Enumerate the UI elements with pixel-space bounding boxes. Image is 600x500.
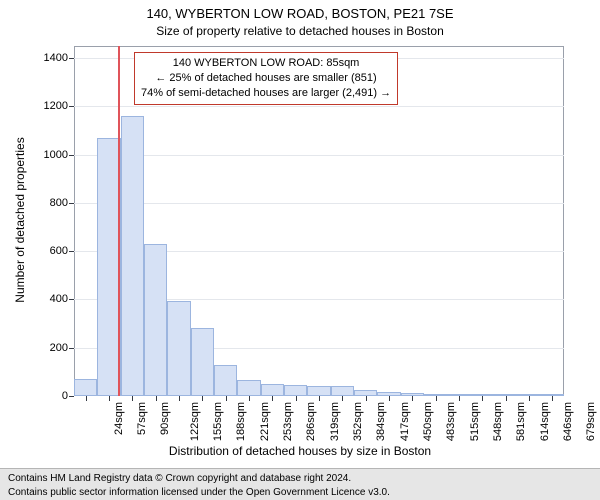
x-tick-label: 319sqm (329, 402, 341, 441)
x-tick-label: 286sqm (305, 402, 317, 441)
x-tick-label: 57sqm (136, 402, 148, 435)
x-tick-mark (249, 396, 250, 401)
x-tick-label: 24sqm (113, 402, 125, 435)
x-tick-label: 417sqm (399, 402, 411, 441)
x-tick-mark (226, 396, 227, 401)
y-tick-label: 600 (50, 245, 74, 257)
x-tick-label: 450sqm (422, 402, 434, 441)
grid-line (74, 155, 564, 156)
y-tick-label: 1400 (44, 52, 74, 64)
x-tick-label: 122sqm (189, 402, 201, 441)
x-tick-label: 253sqm (282, 402, 294, 441)
annotation-line: 140 WYBERTON LOW ROAD: 85sqm (141, 56, 391, 71)
x-tick-mark (86, 396, 87, 401)
histogram-bar (167, 301, 190, 396)
histogram-bar (144, 244, 167, 396)
annotation-line: ← 25% of detached houses are smaller (85… (141, 71, 391, 86)
x-tick-label: 646sqm (562, 402, 574, 441)
x-tick-label: 614sqm (539, 402, 551, 441)
histogram-bar (284, 385, 307, 396)
x-tick-mark (366, 396, 367, 401)
chart-root: 140, WYBERTON LOW ROAD, BOSTON, PE21 7SE… (0, 0, 600, 500)
x-tick-label: 384sqm (375, 402, 387, 441)
annotation-box: 140 WYBERTON LOW ROAD: 85sqm← 25% of det… (134, 52, 398, 105)
y-axis-title: Number of detached properties (13, 120, 27, 320)
x-tick-label: 352sqm (352, 402, 364, 441)
x-tick-label: 548sqm (492, 402, 504, 441)
grid-line (74, 203, 564, 204)
x-tick-label: 155sqm (212, 402, 224, 441)
footer: Contains HM Land Registry data © Crown c… (0, 468, 600, 500)
x-tick-mark (342, 396, 343, 401)
plot-area: 020040060080010001200140024sqm57sqm90sqm… (74, 46, 564, 396)
x-tick-mark (506, 396, 507, 401)
y-tick-label: 1000 (44, 149, 74, 161)
x-tick-mark (412, 396, 413, 401)
x-tick-mark (296, 396, 297, 401)
x-tick-label: 188sqm (235, 402, 247, 441)
footer-line-2: Contains public sector information licen… (8, 486, 592, 500)
x-tick-mark (179, 396, 180, 401)
histogram-bar (307, 386, 330, 396)
x-tick-mark (389, 396, 390, 401)
histogram-bar (237, 380, 260, 396)
histogram-bar (214, 365, 237, 396)
x-axis-title: Distribution of detached houses by size … (0, 444, 600, 458)
y-tick-label: 200 (50, 342, 74, 354)
y-tick-label: 800 (50, 197, 74, 209)
x-tick-mark (436, 396, 437, 401)
x-tick-mark (272, 396, 273, 401)
x-tick-mark (319, 396, 320, 401)
x-tick-label: 483sqm (445, 402, 457, 441)
x-tick-mark (552, 396, 553, 401)
x-tick-mark (482, 396, 483, 401)
histogram-bar (74, 379, 97, 396)
x-tick-mark (132, 396, 133, 401)
x-tick-label: 515sqm (469, 402, 481, 441)
footer-line-1: Contains HM Land Registry data © Crown c… (8, 472, 592, 486)
histogram-bar (261, 384, 284, 396)
chart-title: 140, WYBERTON LOW ROAD, BOSTON, PE21 7SE (0, 6, 600, 21)
histogram-bar (121, 116, 144, 396)
histogram-bar (331, 386, 354, 396)
x-tick-mark (529, 396, 530, 401)
x-tick-mark (109, 396, 110, 401)
chart-subtitle: Size of property relative to detached ho… (0, 24, 600, 38)
annotation-line: 74% of semi-detached houses are larger (… (141, 86, 391, 101)
y-tick-label: 400 (50, 293, 74, 305)
x-tick-mark (459, 396, 460, 401)
x-tick-label: 221sqm (259, 402, 271, 441)
y-tick-label: 1200 (44, 100, 74, 112)
y-tick-label: 0 (62, 390, 74, 402)
x-tick-mark (202, 396, 203, 401)
x-tick-label: 679sqm (585, 402, 597, 441)
grid-line (74, 106, 564, 107)
x-tick-label: 581sqm (515, 402, 527, 441)
x-tick-label: 90sqm (159, 402, 171, 435)
property-marker-line (118, 46, 120, 396)
histogram-bar (191, 328, 214, 396)
x-tick-mark (156, 396, 157, 401)
